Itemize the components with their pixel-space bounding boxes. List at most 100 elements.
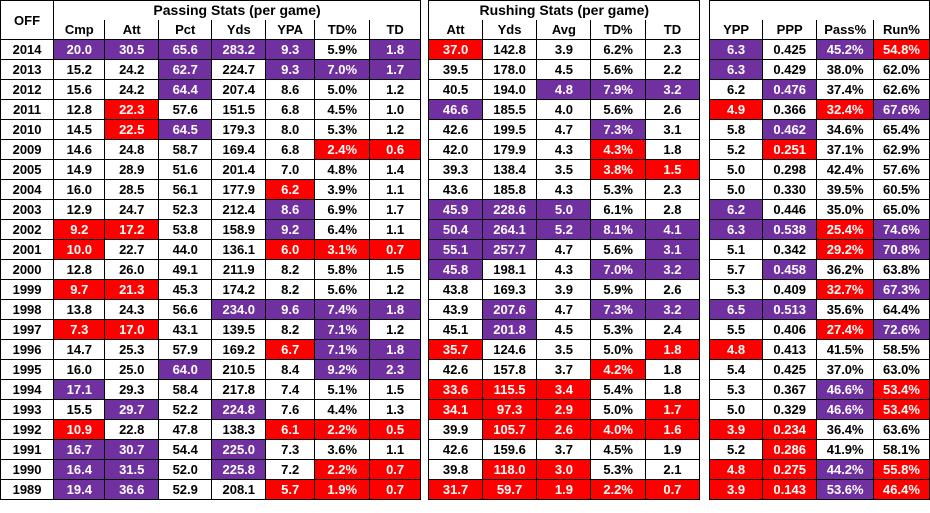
summary-cell: 0.413 bbox=[761, 339, 818, 360]
spacer bbox=[421, 400, 429, 420]
summary-cell: 41.9% bbox=[816, 439, 874, 460]
rushing-cell: 3.5 bbox=[536, 159, 592, 180]
rushing-cell: 2.6 bbox=[536, 419, 592, 440]
rushing-cell: 5.3% bbox=[590, 179, 646, 200]
passing-cell: 1.1 bbox=[369, 219, 422, 240]
summary-cell: 63.8% bbox=[872, 259, 930, 280]
rushing-cell: 5.0% bbox=[590, 399, 646, 420]
rushing-cell: 39.8 bbox=[428, 459, 483, 480]
passing-cell: 174.2 bbox=[211, 279, 267, 300]
summary-cell: 35.6% bbox=[816, 299, 874, 320]
table-row: 1997 7.3 17.0 43.1 139.5 8.2 7.1% 1.2 45.1 201.8 4… bbox=[0, 319, 930, 340]
passing-cell: 177.9 bbox=[211, 179, 267, 200]
passing-cell: 16.7 bbox=[53, 439, 106, 460]
rushing-cell: 97.3 bbox=[481, 399, 538, 420]
rushing-cell: 207.6 bbox=[481, 299, 538, 320]
year-cell: 1990 bbox=[0, 459, 55, 480]
table-row: 1995 16.0 25.0 64.0 210.5 8.4 9.2% 2.3 42.6 157.8… bbox=[0, 359, 930, 380]
passing-cell: 217.8 bbox=[211, 379, 267, 400]
passing-cell: 44.0 bbox=[157, 239, 213, 260]
spacer bbox=[421, 320, 429, 340]
passing-cell: 4.4% bbox=[314, 399, 371, 420]
spacer bbox=[421, 420, 429, 440]
rushing-cell: 257.7 bbox=[481, 239, 538, 260]
rushing-cell: 42.6 bbox=[428, 359, 483, 380]
year-cell: 1994 bbox=[0, 379, 55, 400]
rushing-col-header: TD% bbox=[590, 20, 646, 40]
rushing-cell: 4.2% bbox=[590, 359, 646, 380]
table-row: 2014 20.0 30.5 65.6 283.2 9.3 5.9% 1.8 37.0 142.8… bbox=[0, 39, 930, 60]
passing-cell: 62.7 bbox=[157, 59, 213, 80]
passing-cell: 1.2 bbox=[369, 79, 422, 100]
passing-cell: 1.8 bbox=[369, 299, 422, 320]
passing-cell: 1.2 bbox=[369, 279, 422, 300]
rushing-col-header: Avg bbox=[536, 20, 592, 40]
summary-cell: 32.7% bbox=[816, 279, 874, 300]
spacer bbox=[700, 480, 710, 500]
passing-cell: 225.0 bbox=[211, 439, 267, 460]
spacer bbox=[421, 480, 429, 500]
passing-cell: 1.5 bbox=[369, 379, 422, 400]
passing-cell: 2.2% bbox=[314, 419, 371, 440]
rushing-cell: 228.6 bbox=[481, 199, 538, 220]
stats-table: OFF Passing Stats (per game) Rushing Sta… bbox=[0, 0, 930, 500]
passing-cell: 5.7 bbox=[265, 479, 316, 500]
spacer bbox=[421, 40, 429, 60]
passing-cell: 8.6 bbox=[265, 79, 316, 100]
passing-cell: 6.2 bbox=[265, 179, 316, 200]
rushing-cell: 264.1 bbox=[481, 219, 538, 240]
rushing-cell: 7.3% bbox=[590, 299, 646, 320]
rushing-cell: 5.4% bbox=[590, 379, 646, 400]
summary-cell: 35.0% bbox=[816, 199, 874, 220]
passing-cell: 283.2 bbox=[211, 39, 267, 60]
passing-cell: 14.6 bbox=[53, 139, 106, 160]
rushing-cell: 194.0 bbox=[481, 79, 538, 100]
passing-cell: 45.3 bbox=[157, 279, 213, 300]
table-row: 2004 16.0 28.5 56.1 177.9 6.2 3.9% 1.1 43.6 185.8… bbox=[0, 179, 930, 200]
rushing-cell: 7.9% bbox=[590, 79, 646, 100]
summary-cell: 55.8% bbox=[872, 459, 930, 480]
passing-cell: 139.5 bbox=[211, 319, 267, 340]
rushing-cell: 33.6 bbox=[428, 379, 483, 400]
passing-cell: 0.7 bbox=[369, 459, 422, 480]
passing-cell: 3.1% bbox=[314, 239, 371, 260]
passing-cell: 12.8 bbox=[53, 99, 106, 120]
passing-cell: 15.6 bbox=[53, 79, 106, 100]
summary-cell: 0.425 bbox=[761, 39, 818, 60]
year-cell: 2000 bbox=[0, 259, 55, 280]
passing-cell: 43.1 bbox=[157, 319, 213, 340]
passing-col-header: TD% bbox=[314, 20, 371, 40]
table-row: 1999 9.7 21.3 45.3 174.2 8.2 5.6% 1.2 43.8 169.3 3… bbox=[0, 279, 930, 300]
stats-body: 2014 20.0 30.5 65.6 283.2 9.3 5.9% 1.8 37.0 142.8… bbox=[0, 39, 930, 500]
rushing-col-header: Yds bbox=[481, 20, 538, 40]
rushing-cell: 1.8 bbox=[644, 359, 701, 380]
rushing-cell: 3.9 bbox=[536, 39, 592, 60]
summary-cell: 34.6% bbox=[816, 119, 874, 140]
summary-cell: 39.5% bbox=[816, 179, 874, 200]
summary-cell: 5.7 bbox=[709, 259, 763, 280]
spacer bbox=[421, 60, 429, 80]
passing-cell: 6.8 bbox=[265, 139, 316, 160]
summary-cell: 5.2 bbox=[709, 439, 763, 460]
summary-cell: 65.4% bbox=[872, 119, 930, 140]
year-cell: 1991 bbox=[0, 439, 55, 460]
rushing-cell: 2.2% bbox=[590, 479, 646, 500]
passing-cell: 224.8 bbox=[211, 399, 267, 420]
rushing-cell: 4.7 bbox=[536, 299, 592, 320]
summary-col-header: YPP bbox=[709, 20, 763, 40]
table-row: 2013 15.2 24.2 62.7 224.7 9.3 7.0% 1.7 39.5 178.0… bbox=[0, 59, 930, 80]
passing-cell: 0.6 bbox=[369, 139, 422, 160]
passing-cell: 169.2 bbox=[211, 339, 267, 360]
rushing-cell: 2.8 bbox=[644, 199, 701, 220]
passing-cell: 9.2 bbox=[265, 219, 316, 240]
rushing-cell: 4.7 bbox=[536, 119, 592, 140]
rushing-cell: 1.5 bbox=[644, 159, 701, 180]
passing-cell: 53.8 bbox=[157, 219, 213, 240]
spacer bbox=[700, 300, 710, 320]
passing-cell: 22.7 bbox=[104, 239, 159, 260]
passing-cell: 22.8 bbox=[104, 419, 159, 440]
passing-cell: 7.1% bbox=[314, 339, 371, 360]
passing-cell: 169.4 bbox=[211, 139, 267, 160]
passing-cell: 24.7 bbox=[104, 199, 159, 220]
rushing-cell: 4.3 bbox=[536, 179, 592, 200]
